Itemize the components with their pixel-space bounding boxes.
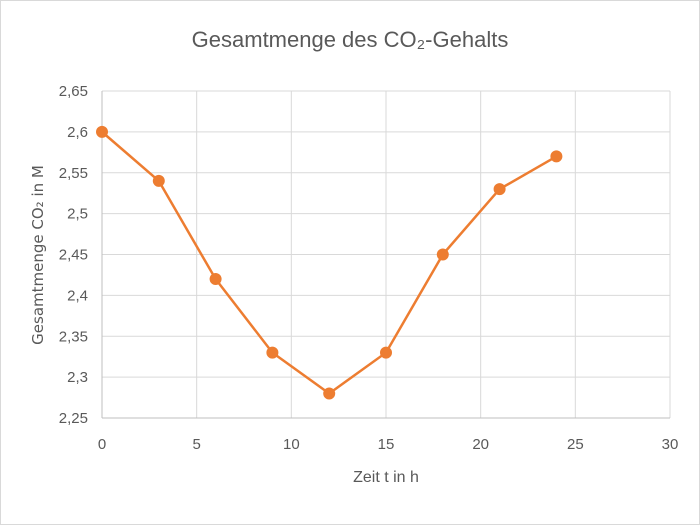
- y-tick-label: 2,4: [67, 287, 88, 304]
- data-point: [209, 273, 222, 286]
- x-tick-label: 10: [283, 436, 300, 453]
- x-tick-label: 20: [472, 436, 489, 453]
- x-tick-label: 25: [567, 436, 584, 453]
- data-point: [380, 346, 392, 359]
- chart-title: Gesamtmenge des CO₂-Gehalts: [191, 27, 509, 52]
- y-tick-label: 2,45: [59, 247, 88, 264]
- x-axis-label: Zeit t in h: [353, 469, 419, 486]
- data-point: [323, 387, 336, 400]
- x-tick-label: 5: [192, 436, 200, 453]
- data-point: [266, 346, 279, 359]
- data-point: [96, 125, 108, 138]
- y-tick-label: 2,35: [59, 328, 88, 345]
- y-tick-label: 2,5: [67, 206, 88, 223]
- y-tick-label: 2,6: [67, 124, 88, 141]
- y-tick-label: 2,25: [59, 410, 88, 427]
- data-point: [550, 150, 563, 163]
- y-tick-label: 2,55: [59, 165, 88, 182]
- x-tick-label: 30: [662, 436, 679, 453]
- y-tick-label: 2,65: [59, 83, 88, 100]
- x-tick-label: 15: [378, 436, 395, 453]
- series-line: [101, 130, 558, 395]
- x-tick-label: 0: [98, 436, 106, 453]
- data-point: [493, 183, 506, 196]
- data-point: [152, 174, 165, 187]
- data-point: [436, 248, 449, 261]
- y-tick-label: 2,3: [67, 369, 88, 386]
